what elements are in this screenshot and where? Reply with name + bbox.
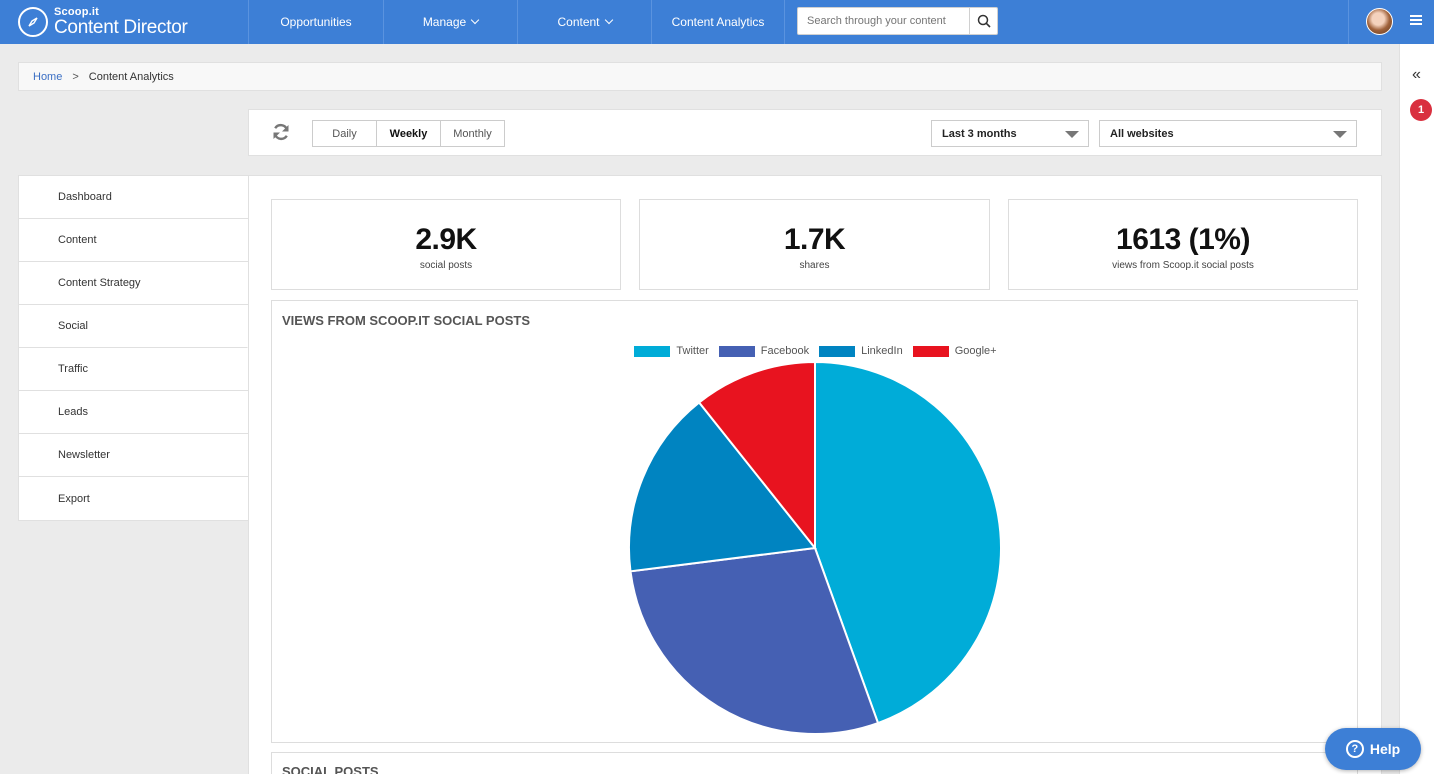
legend-item-linkedin[interactable]: LinkedIn [819, 345, 903, 357]
pie-slice-google-[interactable] [697, 361, 816, 551]
logo-product: Content Director [54, 17, 188, 38]
sidebar-item-leads[interactable]: Leads [19, 391, 248, 434]
stat-label: social posts [419, 260, 473, 271]
legend-item-facebook[interactable]: Facebook [718, 345, 810, 357]
sidebar-item-label: Traffic [58, 363, 88, 375]
nav-content-analytics[interactable]: Content Analytics [651, 0, 785, 44]
logo[interactable]: Scoop.it Content Director [0, 0, 248, 44]
stat-label: shares [799, 260, 830, 271]
top-nav-bar: Scoop.it Content Director Opportunities … [0, 0, 1434, 44]
breadcrumb-home[interactable]: Home [33, 70, 63, 83]
logo-brand: Scoop.it [54, 6, 99, 18]
double-chevron-left-icon[interactable]: « [1412, 66, 1421, 83]
help-button[interactable]: ? Help [1325, 728, 1421, 770]
nav-label: Manage [422, 15, 467, 29]
stat-value: 1613 (1%) [1116, 223, 1250, 256]
search-box [797, 7, 998, 35]
stat-card-shares: 1.7K shares [639, 199, 990, 290]
period-daily[interactable]: Daily [313, 121, 377, 146]
nav-opportunities[interactable]: Opportunities [248, 0, 383, 44]
chevron-down-icon [604, 15, 613, 25]
nav-content[interactable]: Content [517, 0, 651, 44]
legend-item-google-[interactable]: Google+ [912, 345, 997, 357]
sidebar-item-label: Social [58, 320, 88, 332]
legend-swatch [819, 345, 856, 357]
legend-label: Twitter [676, 345, 709, 357]
date-range-value: Last 3 months [942, 127, 1017, 140]
caret-down-icon [1333, 131, 1347, 138]
sidebar-item-label: Content [58, 234, 97, 246]
help-label: Help [1369, 741, 1401, 757]
legend-swatch [718, 345, 755, 357]
breadcrumb-current: Content Analytics [88, 70, 174, 83]
stat-card-views: 1613 (1%) views from Scoop.it social pos… [1008, 199, 1358, 290]
right-rail: « 1 [1399, 44, 1434, 774]
sidebar-item-label: Newsletter [58, 449, 110, 461]
stat-card-social-posts: 2.9K social posts [271, 199, 621, 290]
sidebar-item-label: Leads [58, 406, 88, 418]
nav-label: Content [557, 15, 600, 29]
search-icon [977, 14, 991, 28]
date-range-select[interactable]: Last 3 months [931, 120, 1089, 147]
sidebar-item-label: Dashboard [58, 191, 112, 203]
sidebar-item-label: Export [58, 492, 90, 505]
breadcrumb: Home > Content Analytics [18, 62, 1382, 91]
search-button[interactable] [969, 8, 997, 34]
analytics-sidebar: Dashboard Content Content Strategy Socia… [18, 175, 249, 521]
chart-legend: Twitter Facebook LinkedIn Google+ [272, 345, 1359, 357]
refresh-icon[interactable] [271, 122, 291, 147]
nav-label: Content Analytics [671, 15, 765, 29]
period-toggle: Daily Weekly Monthly [312, 120, 505, 147]
chart-title: VIEWS FROM SCOOP.IT SOCIAL POSTS [282, 313, 530, 328]
legend-label: Google+ [954, 345, 997, 357]
avatar[interactable] [1366, 8, 1393, 35]
sidebar-item-traffic[interactable]: Traffic [19, 348, 248, 391]
pie-slice-twitter[interactable] [814, 361, 1002, 725]
legend-label: LinkedIn [861, 345, 903, 357]
compass-icon [18, 7, 48, 37]
legend-swatch [634, 345, 671, 357]
pie-slice-facebook[interactable] [629, 546, 880, 735]
legend-item-twitter[interactable]: Twitter [634, 345, 709, 357]
caret-down-icon [1065, 131, 1079, 138]
nav-manage[interactable]: Manage [383, 0, 517, 44]
social-posts-panel: SOCIAL POSTS [271, 752, 1358, 774]
menu-icon[interactable] [1410, 15, 1422, 25]
legend-label: Facebook [760, 345, 810, 357]
sidebar-item-content-strategy[interactable]: Content Strategy [19, 262, 248, 305]
stat-label: views from Scoop.it social posts [1112, 260, 1254, 271]
chevron-down-icon [470, 15, 480, 25]
breadcrumb-separator: > [72, 70, 79, 83]
pie-slice-linkedin[interactable] [628, 401, 817, 573]
nav-label: Opportunities [280, 15, 352, 29]
sidebar-item-content[interactable]: Content [19, 219, 248, 262]
period-monthly[interactable]: Monthly [453, 127, 492, 140]
sidebar-item-export[interactable]: Export [19, 477, 248, 520]
sidebar-item-dashboard[interactable]: Dashboard [19, 176, 248, 219]
main-panel: 2.9K social posts 1.7K shares 1613 (1%) … [248, 175, 1382, 774]
views-chart-panel: VIEWS FROM SCOOP.IT SOCIAL POSTS Twitter… [271, 300, 1358, 743]
stat-value: 2.9K [415, 223, 477, 256]
website-select[interactable]: All websites [1099, 120, 1357, 147]
sidebar-item-social[interactable]: Social [19, 305, 248, 348]
social-posts-title: SOCIAL POSTS [282, 764, 379, 774]
search-input[interactable] [798, 8, 970, 34]
legend-swatch [912, 345, 949, 357]
filter-bar: Daily Weekly Monthly Last 3 months All w… [248, 109, 1382, 156]
period-weekly[interactable]: Weekly [377, 121, 441, 146]
sidebar-item-newsletter[interactable]: Newsletter [19, 434, 248, 477]
sidebar-item-label: Content Strategy [58, 277, 141, 289]
stat-value: 1.7K [783, 223, 846, 256]
notification-badge[interactable]: 1 [1410, 99, 1432, 121]
pie-chart [628, 361, 1002, 735]
website-value: All websites [1110, 127, 1174, 140]
question-icon: ? [1345, 740, 1364, 758]
